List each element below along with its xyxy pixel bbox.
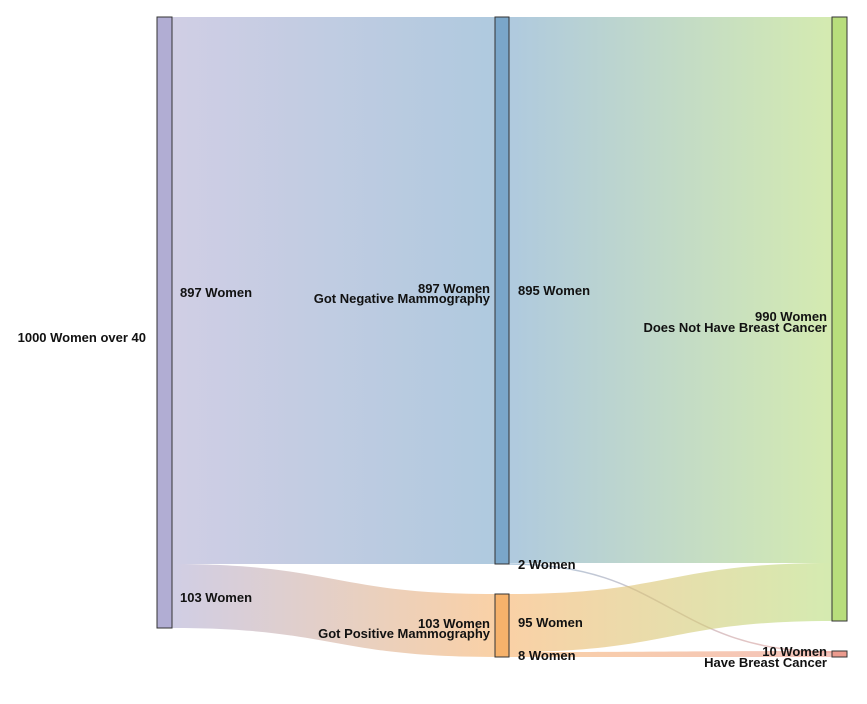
link-pos-bc-label: 8 Women — [518, 648, 576, 663]
node-nobc[interactable] — [831, 16, 848, 622]
link-neg-bc-label: 2 Women — [518, 557, 576, 572]
link-all-pos-label: 103 Women — [180, 590, 252, 605]
link-neg-nobc-label: 895 Women — [518, 283, 590, 298]
link-pos-nobc-label: 95 Women — [518, 615, 583, 630]
node-bc-value-label: 10 Women — [762, 644, 827, 659]
link-all-pos — [172, 564, 495, 657]
node-pos-label: Got Positive Mammography — [318, 626, 491, 641]
link-neg-nobc — [509, 17, 832, 563]
node-nobc-label: Does Not Have Breast Cancer — [643, 320, 827, 335]
node-neg-value-label: 897 Women — [418, 281, 490, 296]
node-all-label: 1000 Women over 40 — [18, 330, 146, 345]
link-all-neg — [172, 17, 495, 564]
link-all-neg-label: 897 Women — [180, 285, 252, 300]
link-pos-bc — [509, 651, 832, 657]
node-pos[interactable] — [494, 593, 510, 658]
node-nobc-value-label: 990 Women — [755, 309, 827, 324]
node-neg[interactable] — [494, 16, 510, 565]
node-all[interactable] — [156, 16, 173, 629]
node-pos-value-label: 103 Women — [418, 616, 490, 631]
link-pos-nobc — [509, 563, 832, 652]
node-neg-label: Got Negative Mammography — [314, 291, 491, 306]
node-bc[interactable] — [831, 650, 848, 658]
node-bc-label: Have Breast Cancer — [704, 655, 827, 670]
